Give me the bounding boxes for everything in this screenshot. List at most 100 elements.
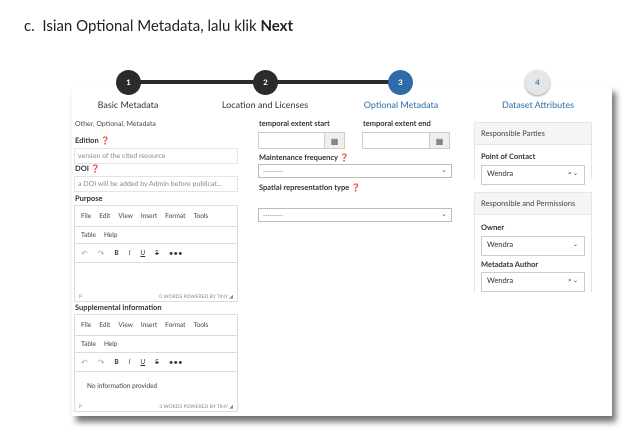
spatial-select[interactable]: --------- ⌄: [258, 208, 452, 222]
more-icon[interactable]: •••: [168, 357, 183, 367]
status-path: P: [79, 294, 83, 300]
poc-value: Wendra: [487, 169, 514, 178]
temporal-end-input[interactable]: ▦: [362, 132, 450, 149]
temporal-end-label: temporal extent end: [363, 119, 431, 128]
supplemental-label: Supplemental information: [75, 303, 162, 312]
calendar-icon[interactable]: ▦: [324, 133, 344, 148]
word-count: 0 WORDS: [159, 294, 183, 300]
author-label: Metadata Author: [481, 260, 539, 269]
supplemental-editor[interactable]: File Edit View Insert Format Tools Table Help …: [74, 314, 238, 412]
italic-icon[interactable]: I: [128, 249, 131, 257]
doi-label-text: DOI: [75, 164, 89, 173]
menu-format[interactable]: Format: [165, 212, 186, 220]
editor-menubar-2: Table Help: [75, 336, 237, 353]
strikethrough-icon[interactable]: S: [155, 358, 159, 366]
chevron-down-icon[interactable]: ⌄: [572, 241, 578, 248]
help-icon[interactable]: ❓: [339, 153, 349, 162]
editor-menubar-2: Table Help: [75, 227, 237, 244]
menu-insert[interactable]: Insert: [140, 212, 158, 220]
menu-view[interactable]: View: [118, 212, 133, 220]
owner-select[interactable]: Wendra ⌄: [481, 236, 585, 256]
edition-label-text: Edition: [75, 136, 99, 145]
editor-menubar: File Edit View Insert Format Tools: [75, 206, 237, 227]
step-2-label[interactable]: Location and Licenses: [221, 99, 309, 110]
redo-icon[interactable]: ↷: [97, 357, 105, 367]
step-4-circle[interactable]: 4: [525, 70, 550, 95]
purpose-label: Purpose: [75, 194, 103, 203]
menu-format[interactable]: Format: [165, 321, 186, 329]
help-icon[interactable]: ❓: [351, 183, 361, 192]
editor-menubar: File Edit View Insert Format Tools: [75, 315, 237, 336]
chevron-down-icon: ⌄: [441, 166, 447, 174]
calendar-icon[interactable]: ▦: [429, 133, 449, 148]
clear-icon[interactable]: × ⌄: [567, 277, 578, 284]
editor-content[interactable]: [75, 263, 237, 293]
menu-table[interactable]: Table: [81, 340, 96, 348]
underline-icon[interactable]: U: [140, 249, 146, 257]
menu-edit[interactable]: Edit: [99, 321, 111, 329]
word-count: 3 WORDS: [159, 404, 183, 410]
doi-input[interactable]: a DOI will be added by Admin before publ…: [74, 176, 238, 192]
menu-edit[interactable]: Edit: [99, 212, 111, 220]
heading-text: Isian Optional Metadata, lalu klik: [42, 17, 261, 35]
bold-icon[interactable]: B: [114, 358, 119, 366]
maintenance-value: ---------: [263, 168, 284, 175]
powered-by[interactable]: POWERED BY TINY: [183, 404, 228, 410]
strikethrough-icon[interactable]: S: [155, 249, 159, 257]
panel-title: Responsible and Permissions: [475, 193, 591, 215]
step-2-circle[interactable]: 2: [253, 70, 278, 95]
redo-icon[interactable]: ↷: [97, 248, 105, 258]
maintenance-select[interactable]: --------- ⌄: [258, 164, 452, 178]
clear-icon[interactable]: × ⌄: [567, 170, 578, 177]
underline-icon[interactable]: U: [140, 358, 146, 366]
heading-prefix: c.: [24, 17, 35, 35]
edition-input[interactable]: version of the cited resource: [74, 148, 238, 164]
editor-content[interactable]: No information provided: [87, 383, 158, 390]
temporal-start-input[interactable]: ▦: [258, 132, 345, 149]
heading-bold: Next: [260, 17, 294, 35]
menu-tools[interactable]: Tools: [193, 212, 209, 220]
step-3-label[interactable]: Optional Metadata: [363, 99, 439, 110]
owner-label: Owner: [481, 223, 505, 232]
menu-tools[interactable]: Tools: [193, 321, 209, 329]
doi-label: DOI ❓: [75, 164, 100, 173]
menu-help[interactable]: Help: [103, 340, 118, 348]
menu-table[interactable]: Table: [81, 231, 96, 239]
spatial-value: ---------: [263, 212, 284, 219]
panel-title: Responsible Parties: [475, 123, 591, 145]
poc-label: Point of Contact: [481, 152, 536, 161]
maintenance-label: Maintenance frequency ❓: [259, 153, 349, 162]
step-1-label[interactable]: Basic Metadata: [97, 99, 159, 110]
spatial-label: Spatial representation type ❓: [259, 183, 360, 192]
menu-file[interactable]: File: [81, 212, 92, 220]
poc-select[interactable]: Wendra × ⌄: [481, 165, 585, 185]
italic-icon[interactable]: I: [128, 358, 131, 366]
chevron-down-icon: ⌄: [441, 210, 447, 218]
powered-by[interactable]: POWERED BY TINY: [183, 294, 228, 300]
undo-icon[interactable]: ↶: [81, 357, 88, 367]
purpose-editor[interactable]: File Edit View Insert Format Tools Table Help …: [74, 205, 238, 302]
instruction-heading: c. Isian Optional Metadata, lalu klik Ne…: [24, 17, 293, 35]
step-4-label[interactable]: Dataset Attributes: [501, 99, 574, 110]
bold-icon[interactable]: B: [114, 249, 119, 257]
more-icon[interactable]: •••: [168, 248, 183, 258]
menu-view[interactable]: View: [118, 321, 133, 329]
edition-label: Edition ❓: [75, 136, 110, 145]
menu-insert[interactable]: Insert: [140, 321, 158, 329]
menu-file[interactable]: File: [81, 321, 92, 329]
status-path: P: [79, 404, 83, 410]
step-3-circle[interactable]: 3: [388, 70, 413, 95]
responsible-parties-panel: Responsible Parties Point of Contact Wen…: [474, 122, 592, 195]
maintenance-label-text: Maintenance frequency: [259, 153, 338, 162]
owner-value: Wendra: [487, 240, 514, 249]
help-icon[interactable]: ❓: [90, 164, 101, 173]
menu-help[interactable]: Help: [103, 231, 118, 239]
author-select[interactable]: Wendra × ⌄: [481, 272, 585, 292]
help-icon[interactable]: ❓: [100, 136, 110, 145]
step-1-circle[interactable]: 1: [116, 70, 141, 95]
author-value: Wendra: [487, 276, 514, 285]
undo-icon[interactable]: ↶: [81, 248, 88, 258]
editor-toolbar: ↶ ↷ B I U S •••: [75, 353, 237, 372]
responsible-permissions-panel: Responsible and Permissions Owner Wendra…: [474, 192, 592, 302]
